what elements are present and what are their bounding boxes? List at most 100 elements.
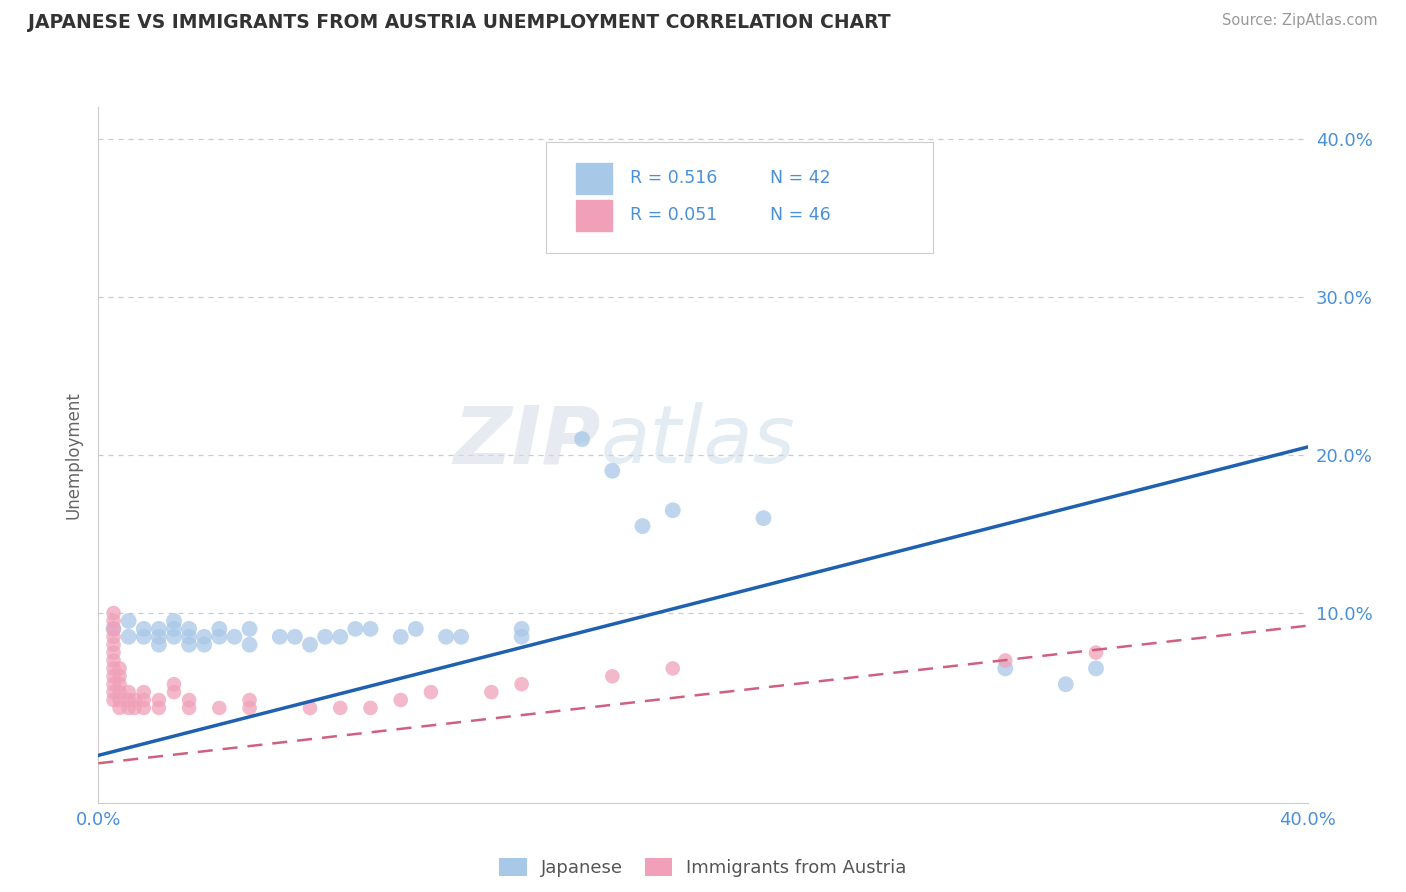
Point [602,669,624,683]
Point [148,622,170,636]
Point [510,630,533,644]
Point [103,685,125,699]
Point [1085,646,1108,660]
Point [108,661,131,675]
Point [1085,661,1108,675]
Y-axis label: Unemployment: Unemployment [65,391,83,519]
Point [103,614,125,628]
Point [132,622,155,636]
Point [103,669,125,683]
Point [662,503,685,517]
Point [108,701,131,715]
Point [224,630,246,644]
Point [389,630,412,644]
Point [163,630,186,644]
Text: JAPANESE VS IMMIGRANTS FROM AUSTRIA UNEMPLOYMENT CORRELATION CHART: JAPANESE VS IMMIGRANTS FROM AUSTRIA UNEM… [28,13,891,32]
Point [103,646,125,660]
Point [108,669,131,683]
Point [103,653,125,667]
Point [208,630,231,644]
Point [103,630,125,644]
Point [299,701,322,715]
Point [360,701,382,715]
Point [662,661,685,675]
Point [103,622,125,636]
Point [239,701,262,715]
Point [481,685,503,699]
Point [118,630,141,644]
Point [284,630,307,644]
Point [103,606,125,620]
Point [329,701,352,715]
Point [148,701,170,715]
Point [269,630,291,644]
Point [208,701,231,715]
Point [132,685,155,699]
Legend: Japanese, Immigrants from Austria: Japanese, Immigrants from Austria [492,850,914,884]
Point [329,630,352,644]
Text: ZIP: ZIP [453,402,600,480]
Point [179,630,201,644]
Point [179,638,201,652]
Text: atlas: atlas [600,402,794,480]
Point [510,677,533,691]
Point [420,685,443,699]
Point [208,622,231,636]
Point [389,693,412,707]
Point [103,661,125,675]
Point [118,701,141,715]
Point [108,693,131,707]
Point [179,701,201,715]
Point [299,638,322,652]
Point [344,622,367,636]
Point [405,622,427,636]
Text: R = 0.051: R = 0.051 [630,206,728,224]
Point [193,630,215,644]
Point [108,685,131,699]
Text: R = 0.516: R = 0.516 [630,169,728,187]
Point [124,701,146,715]
Point [179,693,201,707]
Point [239,622,262,636]
Point [994,661,1017,675]
Point [148,638,170,652]
Point [1054,677,1077,691]
Bar [576,162,613,194]
Point [450,630,472,644]
Point [163,677,186,691]
Point [103,677,125,691]
Text: N = 46: N = 46 [769,206,831,224]
Point [103,693,125,707]
Point [314,630,336,644]
Point [163,685,186,699]
Point [631,519,654,533]
Bar [576,200,613,231]
Point [163,622,186,636]
Point [179,622,201,636]
Point [571,432,593,446]
Point [163,614,186,628]
Point [434,630,457,644]
Point [602,464,624,478]
Point [124,693,146,707]
Text: N = 42: N = 42 [769,169,830,187]
Point [148,630,170,644]
Point [239,693,262,707]
Point [360,622,382,636]
Point [752,511,775,525]
Point [118,685,141,699]
Point [132,630,155,644]
Point [103,622,125,636]
Point [103,638,125,652]
Point [148,693,170,707]
Point [510,622,533,636]
FancyBboxPatch shape [546,142,932,253]
Point [239,638,262,652]
Point [994,653,1017,667]
Point [132,693,155,707]
Point [132,701,155,715]
Text: Source: ZipAtlas.com: Source: ZipAtlas.com [1222,13,1378,29]
Point [118,693,141,707]
Point [108,677,131,691]
Point [118,614,141,628]
